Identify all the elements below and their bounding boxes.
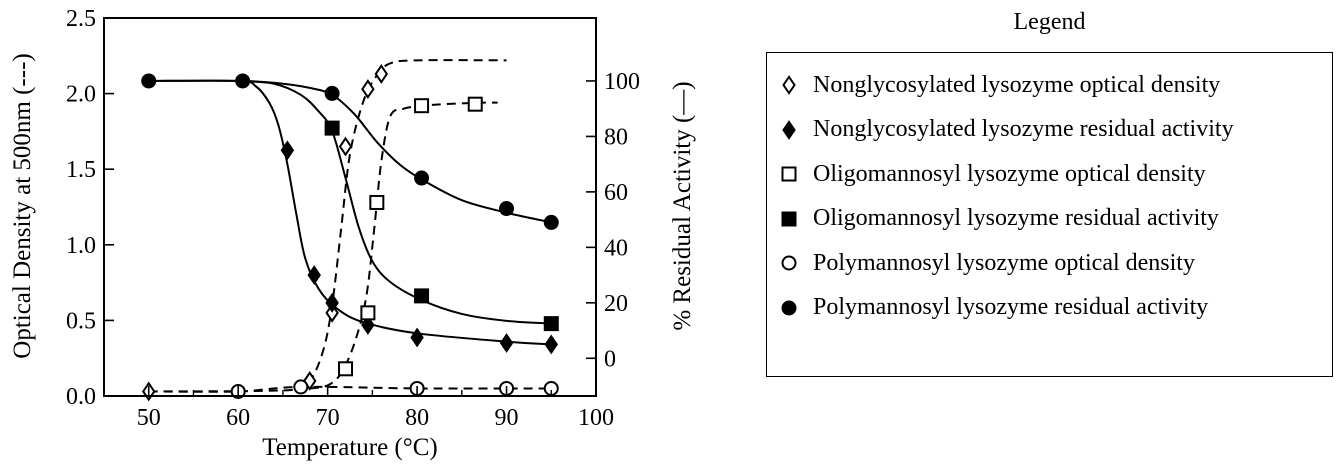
legend-item-label: Polymannosyl lysozyme optical density [813,249,1195,276]
series-2-point [360,305,376,321]
legend-marker-diamond-open-icon [782,75,796,96]
x-tick-label: 90 [495,405,519,431]
legend-item-label: Polymannosyl lysozyme residual activity [813,294,1209,321]
legend-marker-square-open-icon [781,166,797,182]
y-axis-right-label: % Residual Activity (—) [669,81,696,330]
legend-marker-square-filled-icon [781,211,797,227]
series-0-point [361,79,375,99]
x-tick-label: 50 [137,405,161,431]
series-1-curve [148,79,552,346]
y-left-tick-label: 0.5 [66,308,96,334]
y-left-tick-label: 2.0 [66,82,96,108]
legend-marker-shape [781,300,797,316]
y-right-tick-label: 20 [604,291,628,317]
series-1-point [325,292,339,313]
series-5-point [414,170,430,186]
x-axis-label: Temperature (°C) [262,434,438,461]
legend-item: Oligomannosyl lysozyme residual activity [777,197,1328,242]
series-5-curve [148,79,552,224]
legend-item: Polymannosyl lysozyme optical density [777,241,1328,286]
y-right-tick-label: 40 [604,235,628,261]
legend-item-label: Oligomannosyl lysozyme optical density [813,160,1206,187]
legend-marker-shape [782,119,796,140]
legend-marker-shape [781,211,797,227]
x-tick-label: 70 [316,405,340,431]
series-3-point [324,120,340,136]
legend-marker-shape [782,75,796,96]
series-1-point [307,265,321,285]
legend-item: Polymannosyl lysozyme residual activity [777,286,1328,331]
legend-marker-diamond-filled-icon [782,119,796,140]
axis-ticks: 50 60 70 80 90 100 0.0 0.5 1.0 1.5 2.0 2.5 0 20 40 60 80… [66,6,640,431]
legend-title: Legend [1013,9,1086,35]
y-left-tick-label: 1.5 [66,157,96,183]
legend-item-label: Oligomannosyl lysozyme residual activity [813,205,1219,232]
series-1-point [361,315,375,335]
chart-area: 50 60 70 80 90 100 0.0 0.5 1.0 1.5 2.0 2.5 0 20 40 60 80… [9,6,696,461]
series-2-point [338,361,354,377]
series-5-point [324,85,340,101]
series-2-point [369,194,385,210]
series-5-point [235,73,251,89]
y-axis-left-label: Optical Density at 500nm (---) [9,53,36,358]
y-right-tick-label: 100 [604,69,640,95]
series-3-curve [238,79,552,325]
legend-marker-shape [781,255,797,271]
series-points [141,64,559,402]
series-0-point [338,136,353,157]
series-5-point [543,214,559,230]
legend-item-label: Nonglycosylated lysozyme optical density [813,71,1221,98]
series-2-point [414,98,430,114]
y-right-tick-label: 60 [604,180,628,206]
series-3-point [414,288,430,304]
series-1-point [410,327,424,348]
legend-marker-circle-open-icon [781,255,797,271]
plot-frame [103,17,597,397]
series-5-point [499,201,515,217]
series-1-point [499,333,514,353]
series-0-point [325,302,339,323]
legend-item-label: Nonglycosylated lysozyme residual activi… [813,116,1234,143]
series-1-point [280,140,295,161]
y-left-tick-label: 1.0 [66,233,96,259]
x-tick-label: 60 [226,405,250,431]
y-right-tick-label: 0 [604,346,616,372]
series-5-point [141,73,157,89]
legend-marker-shape [781,166,797,182]
y-right-tick-label: 80 [604,124,628,150]
series-1-point [544,334,559,355]
legend: Legend Nonglycosylated lysozyme optical … [766,9,1333,377]
y-left-tick-label: 2.5 [66,6,96,32]
legend-marker-circle-filled-icon [781,300,797,316]
series-3-point [543,316,559,332]
y-left-tick-label: 0.0 [66,384,96,410]
series-4-point [293,379,309,395]
legend-item: Nonglycosylated lysozyme optical density [777,63,1328,108]
series-0-curve [148,59,507,393]
legend-item: Nonglycosylated lysozyme residual activi… [777,108,1328,153]
x-tick-label: 100 [578,405,614,431]
series-2-point [467,96,483,112]
x-tick-label: 80 [405,405,429,431]
series-0-point [374,64,389,84]
series-curves [148,59,552,393]
legend-item: Oligomannosyl lysozyme optical density [777,152,1328,197]
series-4-curve [148,385,552,393]
legend-list: Nonglycosylated lysozyme optical density… [777,63,1328,330]
series-2-curve [309,101,498,390]
